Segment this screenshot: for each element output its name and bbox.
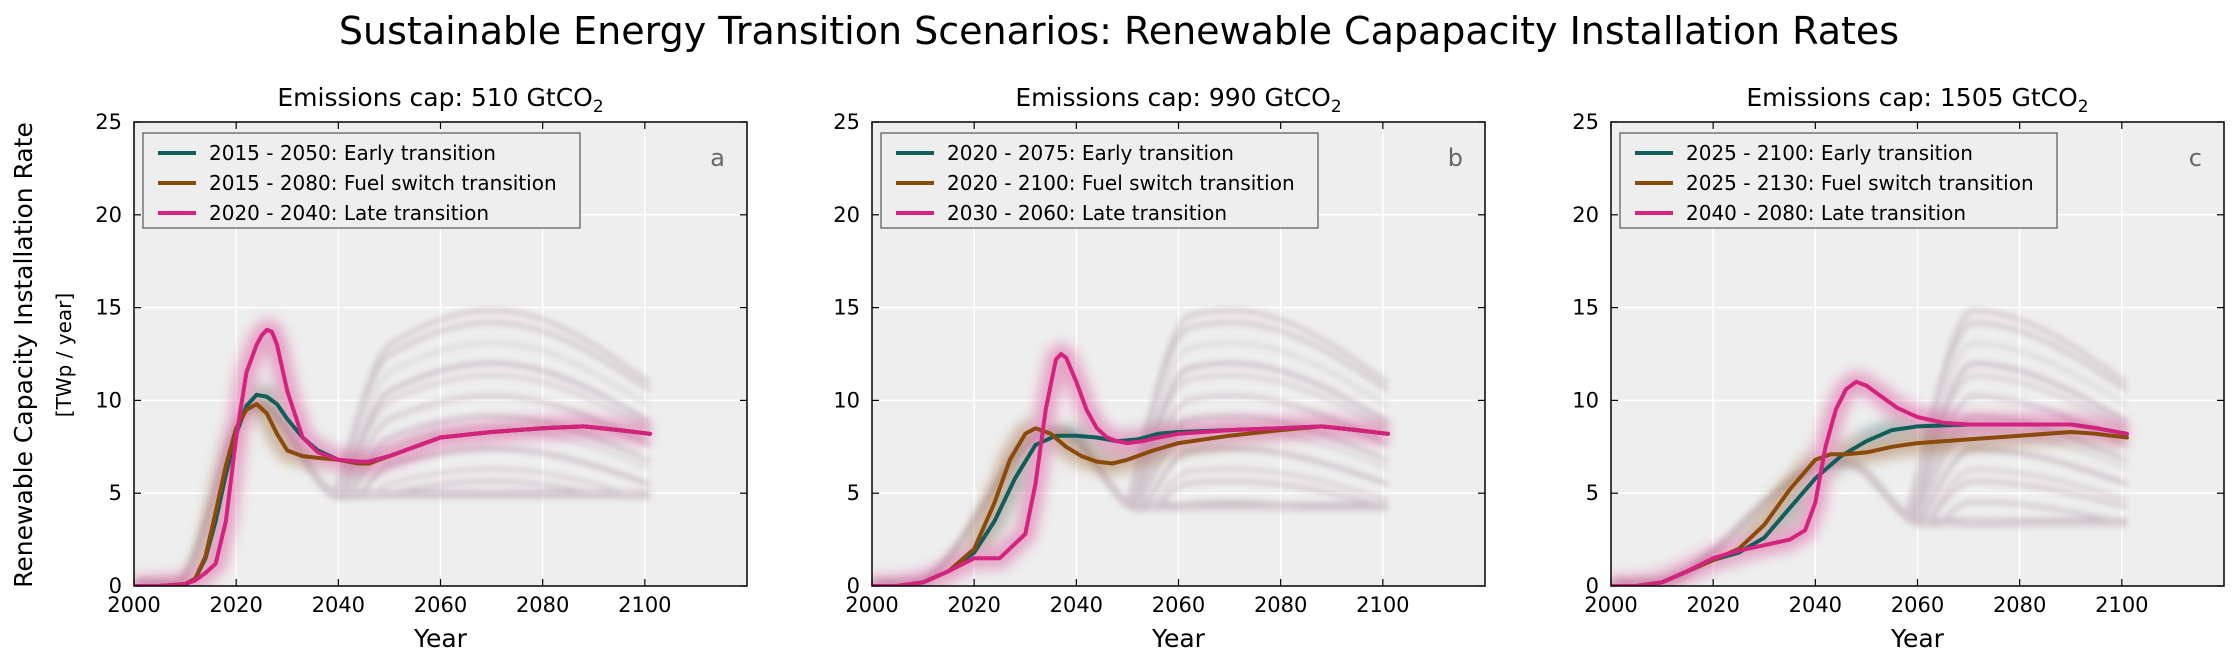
figure-title: Sustainable Energy Transition Scenarios:… [339, 9, 1899, 53]
y-axis-label: Renewable Capacity Installation Rate [9, 122, 38, 588]
legend-entry: 2020 - 2075: Early transition [947, 141, 1234, 165]
y-tick-label: 20 [833, 203, 860, 227]
y-tick-label: 0 [109, 574, 122, 598]
panel-title-subscript: 2 [2078, 97, 2089, 117]
x-tick-label: 2060 [1152, 593, 1205, 617]
x-axis-label: Year [1151, 624, 1206, 653]
y-tick-label: 0 [847, 574, 860, 598]
plot-area [1611, 308, 2129, 586]
y-tick-label: 15 [95, 296, 122, 320]
panel-b: 2000 2020 2040 2060 2080 2100 0 5 10 15 20 25 Year Em… [833, 83, 1486, 653]
panel-letter: b [1448, 144, 1463, 172]
plot-area [872, 308, 1390, 586]
y-tick-label: 10 [833, 388, 860, 412]
x-tick-label: 2000 [845, 593, 898, 617]
x-tick-label: 2080 [516, 593, 569, 617]
y-tick-label: 5 [1586, 481, 1599, 505]
legend-box [142, 132, 581, 229]
legend-entry: 2020 - 2040: Late transition [209, 201, 489, 225]
series-line-late [134, 327, 652, 586]
x-tick-label: 2020 [947, 593, 1000, 617]
panel-c: 2000 2020 2040 2060 2080 2100 0 5 10 15 20 25 Year Em… [1572, 83, 2225, 653]
series-line-late [872, 352, 1390, 586]
legend-box [1619, 132, 2058, 229]
x-axis-label: Year [1890, 624, 1945, 653]
panel-title: Emissions cap: 510 GtCO2 [277, 83, 603, 117]
panel-title-subscript: 2 [1331, 97, 1342, 117]
legend-box [880, 132, 1319, 229]
x-tick-label: 2100 [1356, 593, 1409, 617]
legend: 2020 - 2075: Early transition 2020 - 2100… [880, 132, 1319, 229]
x-tick-label: 2060 [1891, 593, 1944, 617]
x-tick-label: 2080 [1993, 593, 2046, 617]
x-tick-label: 2040 [1050, 593, 1103, 617]
legend-entry: 2025 - 2100: Early transition [1686, 141, 1973, 165]
panel-title-text: Emissions cap: 510 GtCO [277, 83, 592, 112]
y-tick-label: 0 [1586, 574, 1599, 598]
legend: 2015 - 2050: Early transition 2015 - 2080… [142, 132, 581, 229]
x-tick-label: 2000 [1584, 593, 1637, 617]
legend-entry: 2015 - 2050: Early transition [209, 141, 496, 165]
panel-title: Emissions cap: 1505 GtCO2 [1746, 83, 2088, 117]
x-tick-label: 2100 [2095, 593, 2148, 617]
panel-title: Emissions cap: 990 GtCO2 [1015, 83, 1341, 117]
y-tick-label: 5 [847, 481, 860, 505]
x-tick-label: 2060 [414, 593, 467, 617]
y-tick-label: 25 [833, 110, 860, 134]
ensemble-trace [872, 308, 1390, 586]
x-tick-label: 2040 [312, 593, 365, 617]
x-tick-label: 2020 [1686, 593, 1739, 617]
y-tick-label: 25 [95, 110, 122, 134]
plot-area [134, 308, 652, 586]
panel-letter: a [710, 144, 725, 172]
y-tick-label: 15 [1572, 296, 1599, 320]
legend-entry: 2020 - 2100: Fuel switch transition [947, 171, 1295, 195]
series-line-fuel [872, 424, 1390, 586]
x-tick-label: 2100 [618, 593, 671, 617]
scenario-ensemble [872, 308, 1390, 586]
x-tick-label: 2000 [107, 593, 160, 617]
legend-entry: 2015 - 2080: Fuel switch transition [209, 171, 557, 195]
y-tick-label: 20 [95, 203, 122, 227]
panel-title-subscript: 2 [593, 97, 604, 117]
y-tick-label: 10 [95, 388, 122, 412]
panel-title-text: Emissions cap: 1505 GtCO [1746, 83, 2077, 112]
y-tick-label: 10 [1572, 388, 1599, 412]
x-axis-label: Year [413, 624, 468, 653]
y-tick-label: 5 [109, 481, 122, 505]
y-tick-label: 20 [1572, 203, 1599, 227]
legend-entry: 2025 - 2130: Fuel switch transition [1686, 171, 2034, 195]
y-axis-unit: [TWp / year] [52, 293, 76, 417]
y-tick-label: 25 [1572, 110, 1599, 134]
legend-entry: 2030 - 2060: Late transition [947, 201, 1227, 225]
panel-title-text: Emissions cap: 990 GtCO [1015, 83, 1330, 112]
x-tick-label: 2080 [1254, 593, 1307, 617]
y-tick-label: 15 [833, 296, 860, 320]
legend: 2025 - 2100: Early transition 2025 - 2130… [1619, 132, 2058, 229]
series-line-late [1611, 379, 2129, 586]
x-tick-label: 2040 [1789, 593, 1842, 617]
x-tick-label: 2020 [209, 593, 262, 617]
panel-letter: c [2189, 144, 2202, 172]
panel-a: 2000 2020 2040 2060 2080 2100 0 5 10 15 20 25 Year Em… [95, 83, 748, 653]
legend-entry: 2040 - 2080: Late transition [1686, 201, 1966, 225]
